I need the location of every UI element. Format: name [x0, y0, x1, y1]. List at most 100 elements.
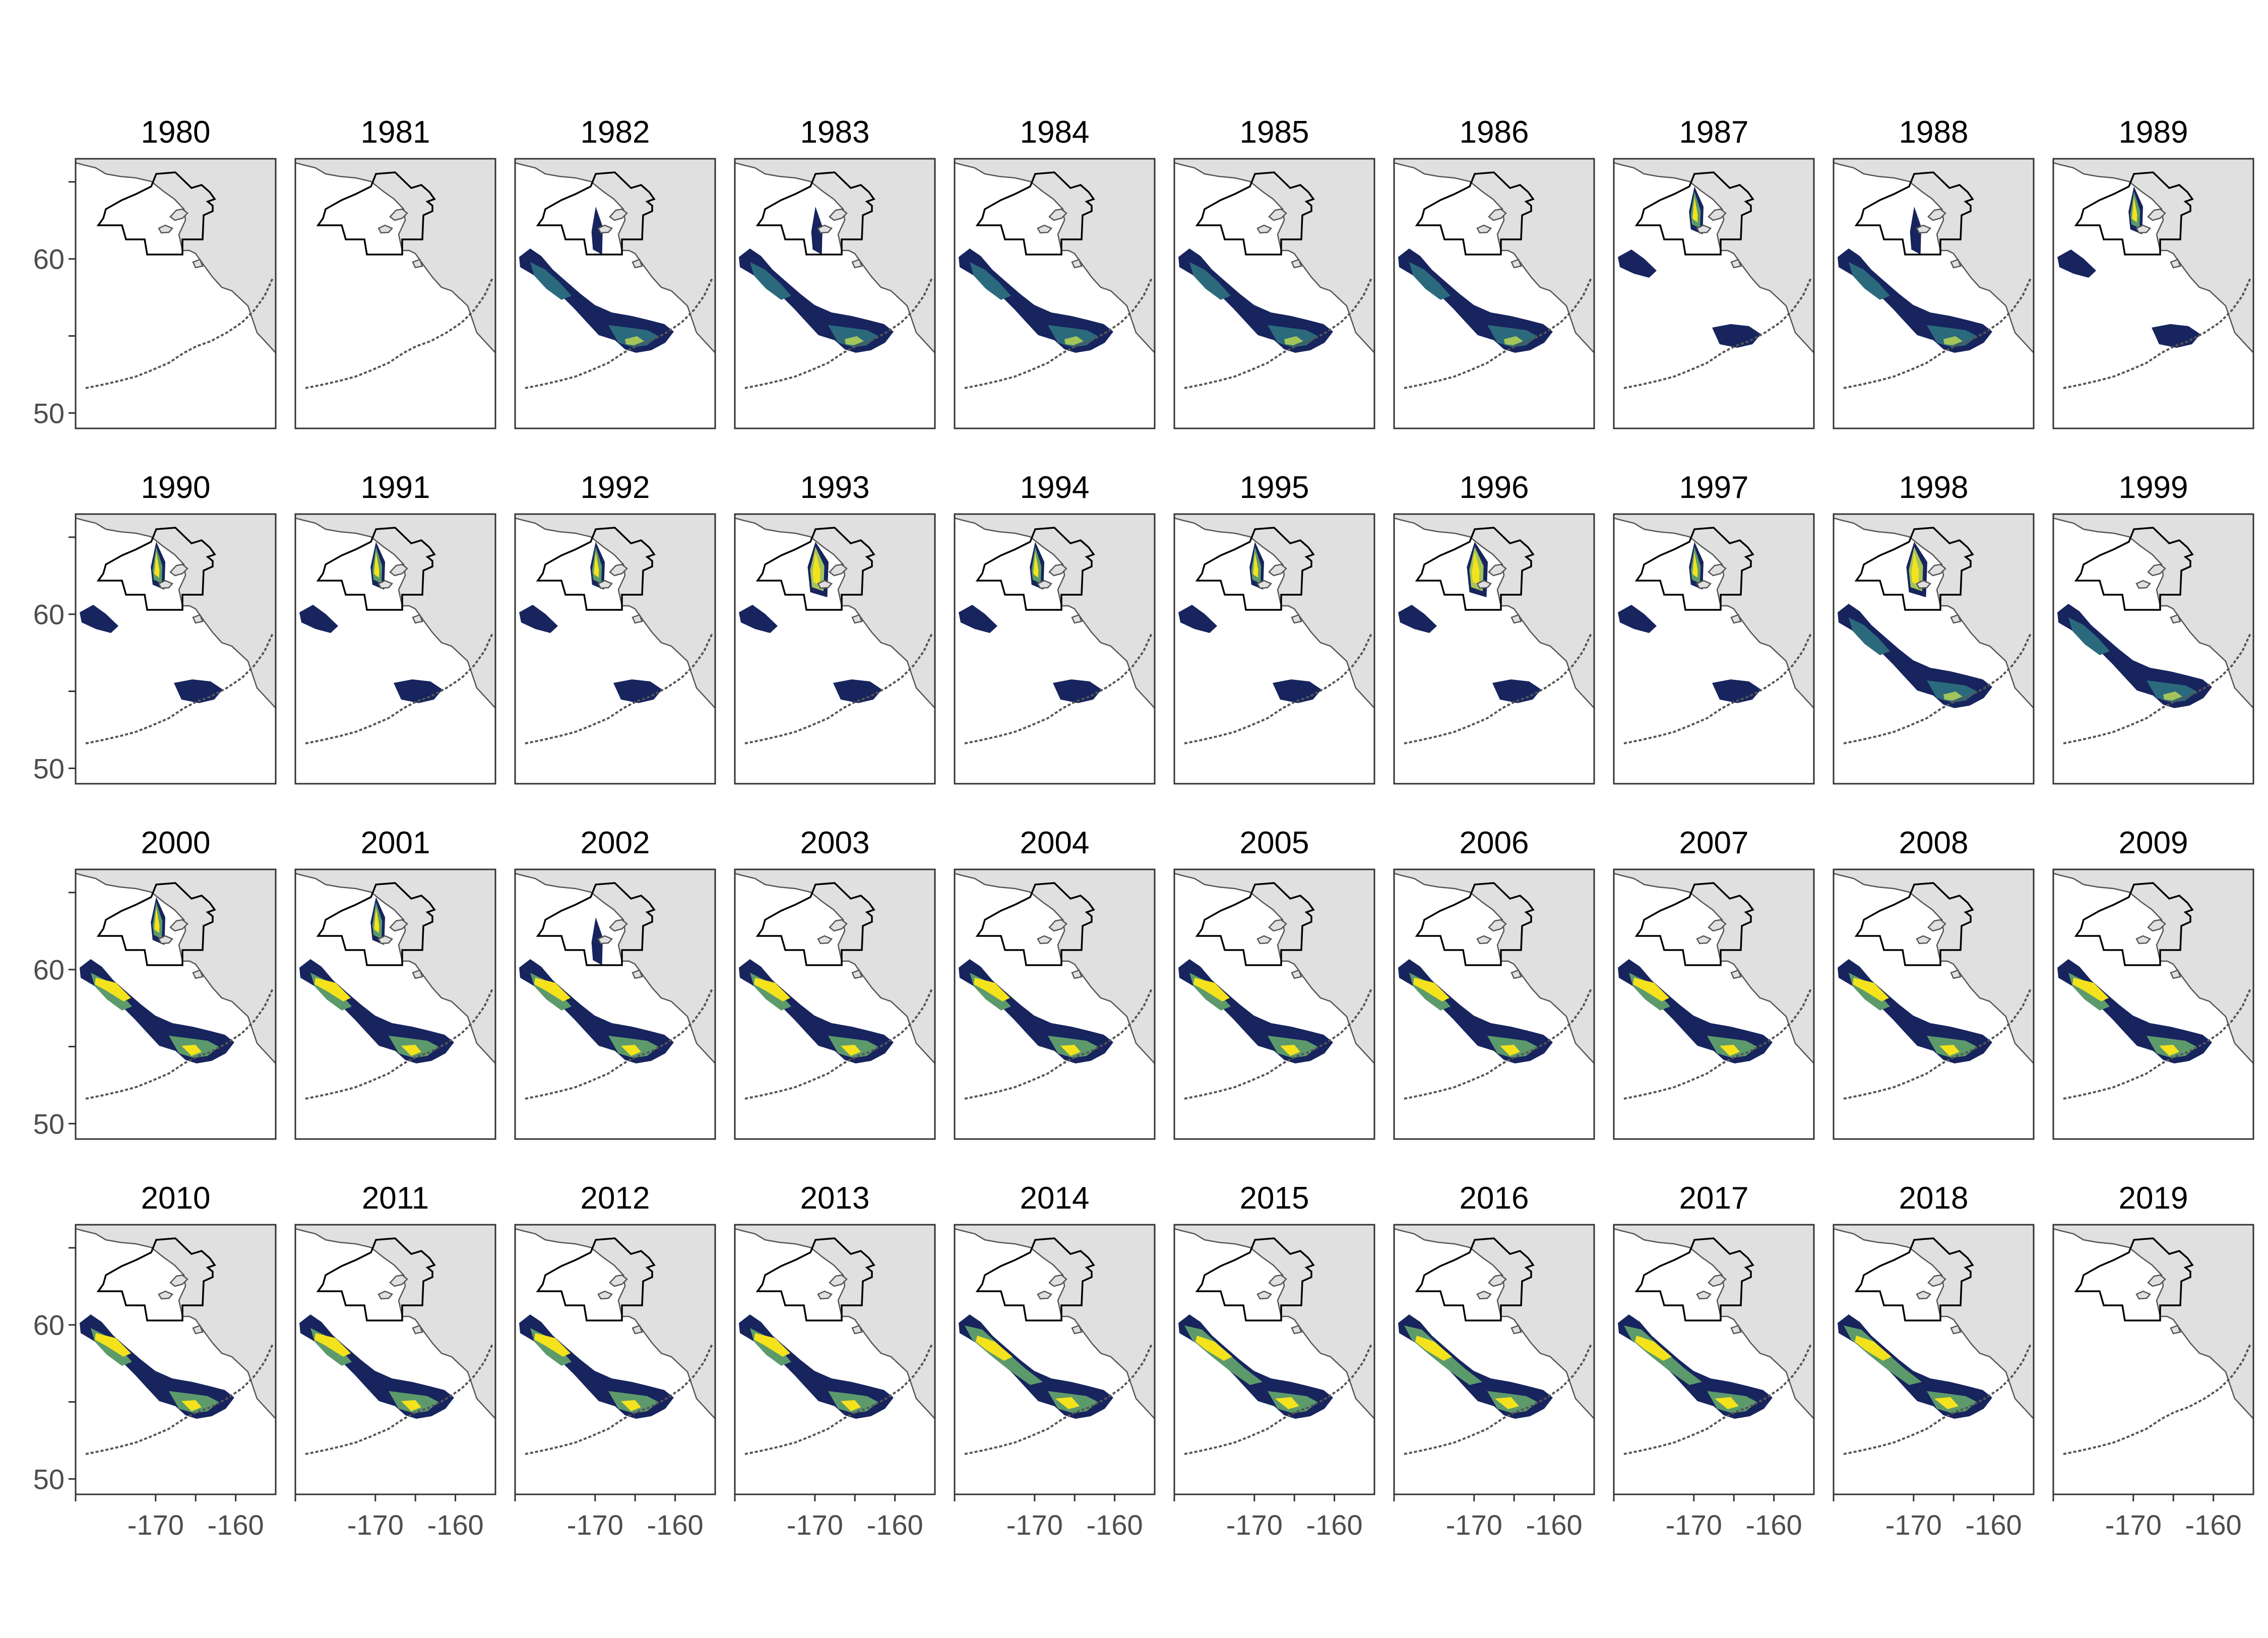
island [609, 208, 628, 221]
survey-boundary [975, 527, 1095, 611]
panel-frame [514, 158, 716, 429]
panel-year-title: 1997 [1679, 470, 1749, 505]
alaska-land [1174, 869, 1374, 1064]
density-contour [394, 679, 443, 703]
aleutian-islands [85, 277, 274, 389]
density-contour [621, 1045, 641, 1056]
panel-year-title: 1986 [1460, 115, 1529, 150]
alaska-land [76, 1225, 276, 1420]
island [1927, 1274, 1946, 1287]
density-contour [754, 978, 790, 1001]
map-content [76, 1225, 276, 1494]
map-panel-1988: 1988 [1833, 115, 2035, 429]
map-panel-1985: 1985 [1173, 115, 1375, 429]
island [2135, 224, 2152, 234]
density-contour [1927, 325, 1977, 347]
island [597, 580, 613, 589]
island [851, 1325, 863, 1335]
y-tick-label: 60 [33, 954, 65, 986]
aleutian-islands [85, 1343, 274, 1455]
density-contour [1193, 978, 1230, 1001]
density-contour [754, 1333, 790, 1357]
survey-boundary [2074, 527, 2194, 611]
x-tick-label: -160 [1087, 1509, 1143, 1541]
island [1488, 1274, 1507, 1287]
panel-year-title: 2012 [581, 1181, 650, 1216]
density-contour [1849, 617, 1890, 655]
survey-boundary [755, 171, 875, 256]
panel-frame [954, 868, 1156, 1140]
island [377, 224, 394, 234]
map-panel-1983: 1983 [734, 115, 936, 429]
panel-frame [1393, 868, 1595, 1140]
island [1256, 224, 1273, 234]
panel-frame [75, 158, 277, 429]
aleutian-islands [1843, 277, 2032, 389]
panel-frame [1173, 868, 1375, 1140]
island [377, 935, 394, 944]
map-content [955, 1225, 1155, 1494]
island [1730, 969, 1742, 979]
x-tick-label: -170 [1446, 1509, 1502, 1541]
survey-boundary [96, 171, 216, 256]
island [1037, 224, 1053, 234]
density-contour [959, 605, 997, 633]
alaska-land [295, 1225, 495, 1420]
density-contour [1853, 978, 1889, 1001]
map-panel-1998: 1998 [1833, 470, 2035, 785]
island [1916, 224, 1932, 234]
density-contour [974, 978, 1010, 1001]
alaska-land [295, 869, 495, 1064]
north-density-contour [1910, 207, 1921, 255]
density-contour [1275, 1397, 1299, 1409]
island [1291, 969, 1302, 979]
density-contour [828, 325, 878, 347]
island [1256, 1290, 1273, 1300]
survey-boundary [316, 1237, 436, 1321]
x-tick-label: -160 [1746, 1509, 1802, 1541]
island [1048, 1274, 1067, 1287]
survey-boundary [2074, 1237, 2194, 1321]
density-contour [1715, 1397, 1739, 1409]
density-contour [2159, 1045, 2179, 1056]
island [1256, 580, 1273, 589]
aleutian-islands [1184, 987, 1373, 1100]
island [412, 259, 423, 269]
density-contour [845, 336, 864, 345]
density-contour [976, 1336, 1013, 1361]
north-density-contour [154, 907, 160, 933]
island [158, 224, 174, 234]
map-content [295, 159, 495, 428]
island [1916, 1290, 1932, 1300]
y-tick-label: 60 [33, 599, 65, 631]
north-density-contour [374, 552, 380, 578]
alaska-land [515, 159, 715, 354]
alaska-land [1174, 1225, 1374, 1420]
map-content [2053, 159, 2253, 428]
map-content [295, 514, 495, 784]
island [1268, 1274, 1287, 1287]
island [1950, 259, 1962, 269]
island [377, 580, 394, 589]
density-contour [833, 679, 882, 703]
alaska-land [735, 1225, 935, 1420]
panel-frame [75, 1224, 277, 1495]
density-contour [181, 1045, 202, 1056]
aleutian-islands [305, 277, 494, 389]
density-contour [1934, 1397, 1959, 1409]
panel-year-title: 2008 [1899, 826, 1969, 860]
survey-boundary [1634, 527, 1754, 611]
panel-year-title: 2007 [1679, 826, 1749, 860]
island [1048, 208, 1067, 221]
island [1696, 224, 1712, 234]
north-density-contour [1692, 197, 1698, 222]
panel-frame [1833, 1224, 2035, 1495]
aleutian-islands [85, 632, 274, 744]
density-contour [1398, 1314, 1553, 1419]
map-content [76, 514, 276, 784]
alaska-land [1614, 1225, 1814, 1420]
x-tick-label: -160 [2185, 1509, 2242, 1541]
alaska-land [1834, 159, 2034, 354]
map-content [1834, 514, 2034, 784]
panel-frame [2052, 513, 2254, 785]
